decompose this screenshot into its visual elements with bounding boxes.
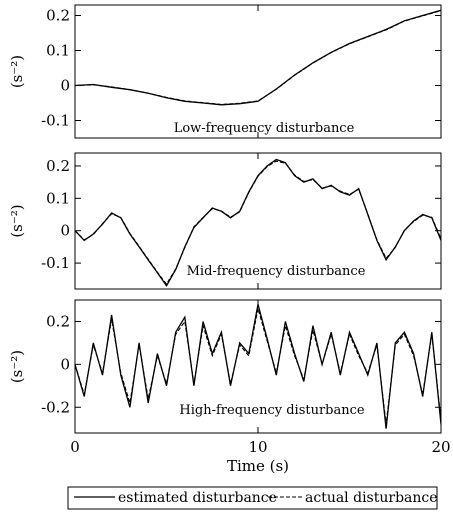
legend: estimated disturbance actual disturbance <box>67 486 438 510</box>
y-tick-label: -0.1 <box>41 254 70 272</box>
plot-frame <box>74 152 442 290</box>
panel-1: -0.1 0 0.1 0.2 Low-frequency disturbance (s⁻²… <box>8 4 442 139</box>
panel-annotation: Mid-frequency disturbance <box>187 264 366 279</box>
y-axis-label: (s⁻²) <box>8 55 26 88</box>
x-tick-label: 0 <box>70 438 80 456</box>
y-tick-label: -0.1 <box>41 112 70 130</box>
y-tick-label: 0.1 <box>46 42 70 60</box>
legend-label-estimated: estimated disturbance <box>118 490 277 506</box>
legend-label-actual: actual disturbance <box>305 490 438 506</box>
plot-frame <box>74 4 442 139</box>
panel-annotation: High-frequency disturbance <box>179 403 365 418</box>
series-actual-line <box>75 160 441 286</box>
y-tick-label: 0 <box>60 355 70 373</box>
series-estimated-line <box>75 9 441 106</box>
x-tick-label: 20 <box>431 438 450 456</box>
y-tick-label: 0.2 <box>46 312 70 330</box>
y-tick-label: -0.2 <box>41 398 70 416</box>
y-tick-label: 0 <box>60 77 70 95</box>
y-axis-label: (s⁻²) <box>8 204 26 237</box>
legend-box <box>67 486 438 510</box>
y-tick-label: 0.1 <box>46 189 70 207</box>
x-tick-label: 10 <box>248 438 267 456</box>
y-tick-label: 0.2 <box>46 7 70 25</box>
panel-3: -0.2 0 0.2 High-frequency disturbance (s⁻²) <box>8 299 442 434</box>
panel-2: -0.1 0 0.1 0.2 Mid-frequency disturbance (s⁻²… <box>8 152 442 290</box>
series-actual-line <box>75 308 441 425</box>
plot-frame <box>74 299 442 434</box>
y-axis-label: (s⁻²) <box>8 350 26 383</box>
panel-annotation: Low-frequency disturbance <box>174 121 355 136</box>
series-actual-line <box>75 10 441 105</box>
y-tick-label: 0.2 <box>46 157 70 175</box>
y-tick-label: 0 <box>60 222 70 240</box>
x-axis-label: Time (s) <box>227 457 289 475</box>
